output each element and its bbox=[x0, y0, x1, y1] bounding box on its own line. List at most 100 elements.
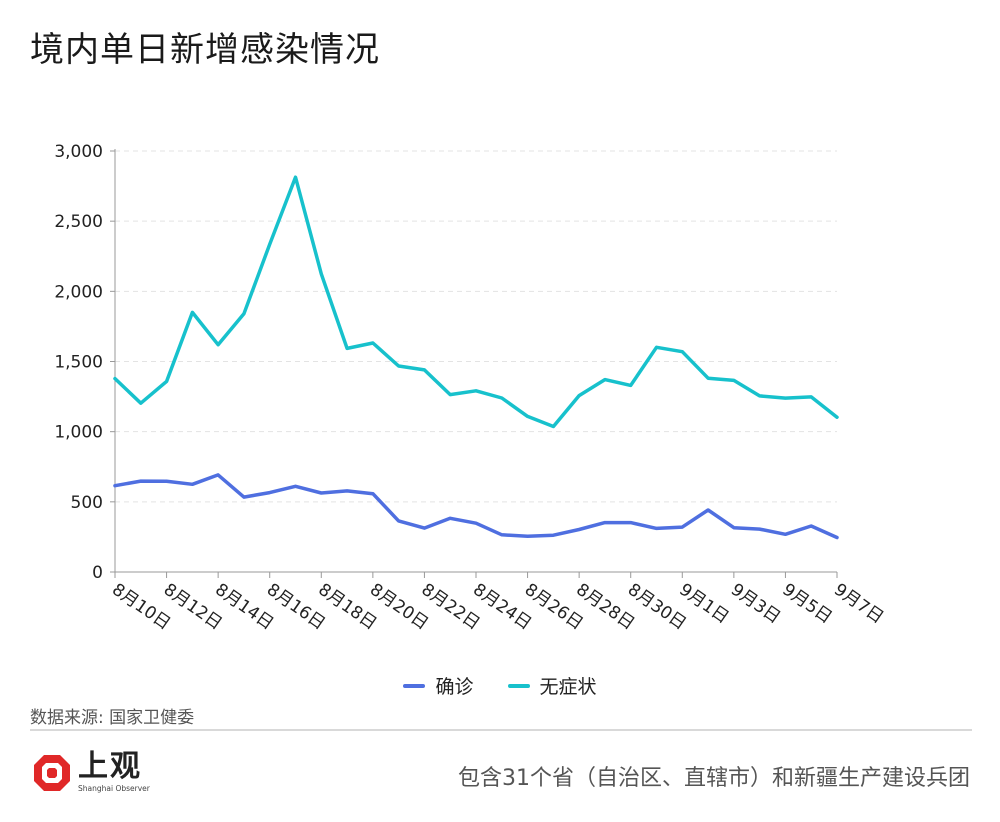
line-chart: 0 500 1,000 1,500 2,000 2,500 3,000 8月10日8月12日… bbox=[54, 142, 887, 634]
data-point[interactable] bbox=[421, 367, 427, 373]
x-tick-label: 8月16日 bbox=[263, 580, 329, 634]
x-tick-label: 9月3日 bbox=[727, 580, 784, 628]
data-point[interactable] bbox=[473, 520, 479, 526]
data-point[interactable] bbox=[138, 478, 144, 484]
x-tick-label: 8月14日 bbox=[211, 580, 277, 634]
x-tick-labels: 8月10日8月12日8月14日8月16日8月18日8月20日8月22日8月24日… bbox=[108, 580, 887, 634]
gridlines bbox=[115, 150, 837, 503]
x-tick-label: 9月7日 bbox=[830, 580, 887, 628]
y-tick-label: 1,000 bbox=[54, 423, 103, 443]
data-point[interactable] bbox=[576, 393, 582, 399]
series-lines bbox=[112, 174, 840, 540]
y-tick-label: 1,500 bbox=[54, 353, 103, 373]
data-point[interactable] bbox=[215, 342, 221, 348]
data-point[interactable] bbox=[189, 481, 195, 487]
data-point[interactable] bbox=[396, 518, 402, 524]
data-point[interactable] bbox=[525, 533, 531, 539]
logo-mark-icon bbox=[34, 754, 70, 791]
data-point[interactable] bbox=[112, 376, 118, 382]
x-tick-label: 8月18日 bbox=[314, 580, 380, 634]
data-point[interactable] bbox=[241, 311, 247, 317]
data-point[interactable] bbox=[318, 490, 324, 496]
data-point[interactable] bbox=[705, 375, 711, 381]
data-point[interactable] bbox=[782, 531, 788, 537]
data-source: 数据来源: 国家卫健委 bbox=[30, 708, 195, 728]
legend-label-confirmed: 确诊 bbox=[435, 676, 474, 698]
data-point[interactable] bbox=[550, 532, 556, 538]
data-point[interactable] bbox=[138, 400, 144, 406]
logo-subtitle: Shanghai Observer bbox=[78, 784, 150, 793]
series-line-asymptomatic[interactable] bbox=[113, 175, 839, 429]
data-point[interactable] bbox=[782, 395, 788, 401]
data-point[interactable] bbox=[396, 363, 402, 369]
x-tick-label: 8月30日 bbox=[624, 580, 690, 634]
data-point[interactable] bbox=[189, 309, 195, 315]
data-point[interactable] bbox=[447, 515, 453, 521]
data-point[interactable] bbox=[421, 525, 427, 531]
data-point[interactable] bbox=[447, 392, 453, 398]
y-tick-label: 0 bbox=[92, 563, 103, 583]
data-point[interactable] bbox=[164, 478, 170, 484]
data-point[interactable] bbox=[499, 532, 505, 538]
legend-item-confirmed[interactable]: 确诊 bbox=[403, 672, 474, 699]
data-point[interactable] bbox=[628, 520, 634, 526]
logo[interactable]: 上观 Shanghai Observer bbox=[32, 752, 150, 793]
data-point[interactable] bbox=[602, 520, 608, 526]
data-point[interactable] bbox=[267, 490, 273, 496]
axes bbox=[110, 149, 838, 578]
data-point[interactable] bbox=[705, 507, 711, 513]
legend: 确诊 无症状 bbox=[0, 672, 1000, 699]
x-tick-label: 9月5日 bbox=[779, 580, 836, 628]
data-point[interactable] bbox=[602, 377, 608, 383]
data-point[interactable] bbox=[344, 345, 350, 351]
legend-label-asymptomatic: 无症状 bbox=[539, 676, 597, 698]
x-tick-label: 8月24日 bbox=[469, 580, 535, 634]
data-point[interactable] bbox=[834, 534, 840, 540]
data-point[interactable] bbox=[344, 488, 350, 494]
y-tick-label: 500 bbox=[71, 493, 103, 513]
data-point[interactable] bbox=[215, 472, 221, 478]
data-point[interactable] bbox=[628, 382, 634, 388]
logo-name: 上观 bbox=[78, 749, 142, 784]
data-point[interactable] bbox=[576, 526, 582, 532]
x-tick-label: 8月20日 bbox=[366, 580, 432, 634]
data-point[interactable] bbox=[550, 423, 556, 429]
series-line-confirmed[interactable] bbox=[113, 473, 839, 540]
x-tick-label: 8月22日 bbox=[418, 580, 484, 634]
data-point[interactable] bbox=[757, 526, 763, 532]
legend-swatch-confirmed bbox=[403, 683, 426, 688]
y-tick-label: 3,000 bbox=[54, 142, 103, 162]
data-point[interactable] bbox=[808, 394, 814, 400]
x-tick-label: 8月12日 bbox=[160, 580, 226, 634]
data-point[interactable] bbox=[293, 174, 299, 180]
data-point[interactable] bbox=[834, 414, 840, 420]
data-point[interactable] bbox=[293, 483, 299, 489]
data-point[interactable] bbox=[654, 525, 660, 531]
data-point[interactable] bbox=[731, 377, 737, 383]
x-tick-label: 8月26日 bbox=[521, 580, 587, 634]
data-point[interactable] bbox=[731, 525, 737, 531]
y-tick-label: 2,500 bbox=[54, 212, 103, 232]
data-point[interactable] bbox=[473, 388, 479, 394]
legend-item-asymptomatic[interactable]: 无症状 bbox=[507, 672, 597, 699]
divider bbox=[30, 729, 972, 731]
data-point[interactable] bbox=[318, 271, 324, 277]
chart-title: 境内单日新增感染情况 bbox=[30, 30, 380, 70]
data-point[interactable] bbox=[679, 524, 685, 530]
data-point[interactable] bbox=[679, 349, 685, 355]
data-point[interactable] bbox=[241, 494, 247, 500]
x-tick-label: 8月10日 bbox=[108, 580, 174, 634]
data-point[interactable] bbox=[808, 523, 814, 529]
data-point[interactable] bbox=[112, 483, 118, 489]
data-point[interactable] bbox=[370, 340, 376, 346]
y-tick-label: 2,000 bbox=[54, 282, 103, 302]
data-point[interactable] bbox=[499, 395, 505, 401]
data-point[interactable] bbox=[164, 378, 170, 384]
data-point[interactable] bbox=[267, 241, 273, 247]
legend-swatch-asymptomatic bbox=[507, 683, 530, 688]
data-point[interactable] bbox=[370, 491, 376, 497]
x-tick-label: 8月28日 bbox=[572, 580, 638, 634]
data-point[interactable] bbox=[654, 344, 660, 350]
data-point[interactable] bbox=[757, 393, 763, 399]
data-point[interactable] bbox=[525, 413, 531, 419]
